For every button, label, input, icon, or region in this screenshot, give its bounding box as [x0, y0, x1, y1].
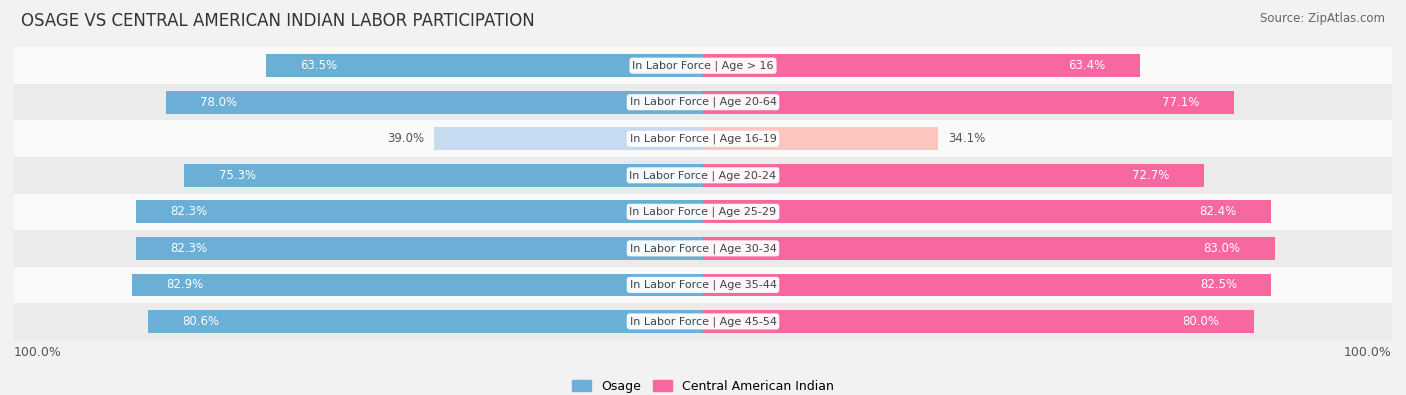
- Bar: [703, 201, 1271, 223]
- Text: In Labor Force | Age 35-44: In Labor Force | Age 35-44: [630, 280, 776, 290]
- Bar: [14, 84, 1392, 120]
- Text: 77.1%: 77.1%: [1163, 96, 1199, 109]
- Text: 72.7%: 72.7%: [1132, 169, 1170, 182]
- Text: 82.3%: 82.3%: [170, 205, 208, 218]
- Bar: [703, 237, 1275, 260]
- Bar: [14, 230, 1392, 267]
- Text: In Labor Force | Age 45-54: In Labor Force | Age 45-54: [630, 316, 776, 327]
- Text: 34.1%: 34.1%: [948, 132, 986, 145]
- Bar: [14, 157, 1392, 194]
- Bar: [14, 194, 1392, 230]
- Text: In Labor Force | Age 16-19: In Labor Force | Age 16-19: [630, 134, 776, 144]
- Bar: [703, 91, 1234, 113]
- Text: 80.6%: 80.6%: [183, 315, 219, 328]
- Bar: [703, 128, 938, 150]
- Bar: [703, 164, 1204, 186]
- Text: 100.0%: 100.0%: [1344, 346, 1392, 359]
- Bar: [148, 310, 703, 333]
- Text: 63.4%: 63.4%: [1069, 59, 1105, 72]
- Text: In Labor Force | Age 30-34: In Labor Force | Age 30-34: [630, 243, 776, 254]
- Text: 82.5%: 82.5%: [1199, 278, 1237, 292]
- Text: In Labor Force | Age 20-64: In Labor Force | Age 20-64: [630, 97, 776, 107]
- Bar: [184, 164, 703, 186]
- Text: 82.4%: 82.4%: [1199, 205, 1236, 218]
- Text: 82.9%: 82.9%: [166, 278, 204, 292]
- Bar: [703, 55, 1140, 77]
- Bar: [14, 267, 1392, 303]
- Text: 63.5%: 63.5%: [299, 59, 337, 72]
- Text: 82.3%: 82.3%: [170, 242, 208, 255]
- Bar: [136, 201, 703, 223]
- Bar: [14, 303, 1392, 340]
- Bar: [136, 237, 703, 260]
- Legend: Osage, Central American Indian: Osage, Central American Indian: [567, 375, 839, 395]
- Text: In Labor Force | Age 20-24: In Labor Force | Age 20-24: [630, 170, 776, 181]
- Bar: [132, 274, 703, 296]
- Bar: [166, 91, 703, 113]
- Text: 39.0%: 39.0%: [387, 132, 425, 145]
- Bar: [266, 55, 703, 77]
- Text: In Labor Force | Age 25-29: In Labor Force | Age 25-29: [630, 207, 776, 217]
- Text: OSAGE VS CENTRAL AMERICAN INDIAN LABOR PARTICIPATION: OSAGE VS CENTRAL AMERICAN INDIAN LABOR P…: [21, 12, 534, 30]
- Text: 78.0%: 78.0%: [200, 96, 238, 109]
- Text: Source: ZipAtlas.com: Source: ZipAtlas.com: [1260, 12, 1385, 25]
- Bar: [703, 274, 1271, 296]
- Text: 100.0%: 100.0%: [14, 346, 62, 359]
- Bar: [434, 128, 703, 150]
- Bar: [14, 120, 1392, 157]
- Bar: [703, 310, 1254, 333]
- Text: 75.3%: 75.3%: [219, 169, 256, 182]
- Text: In Labor Force | Age > 16: In Labor Force | Age > 16: [633, 60, 773, 71]
- Text: 80.0%: 80.0%: [1182, 315, 1219, 328]
- Bar: [14, 47, 1392, 84]
- Text: 83.0%: 83.0%: [1204, 242, 1240, 255]
